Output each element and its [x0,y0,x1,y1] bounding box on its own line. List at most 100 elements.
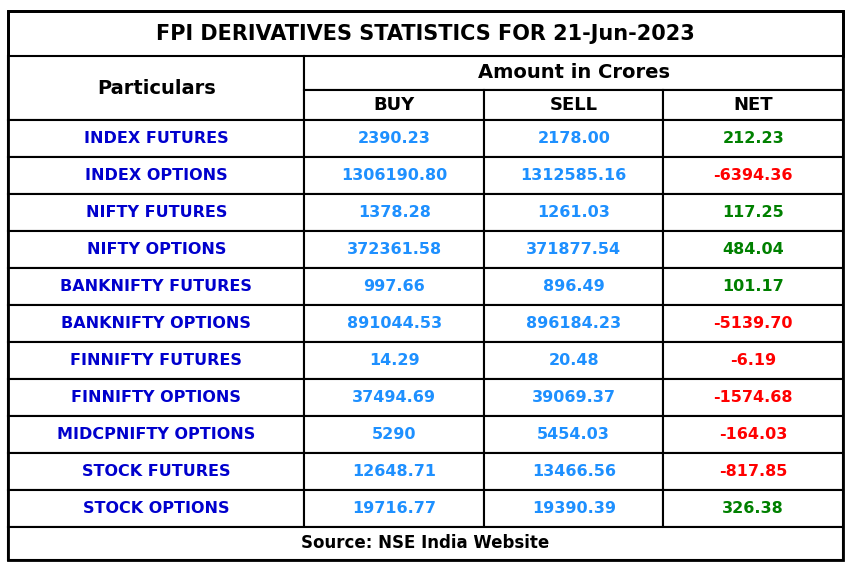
Text: 12648.71: 12648.71 [352,464,437,479]
Text: Amount in Crores: Amount in Crores [477,64,670,82]
Text: 326.38: 326.38 [722,501,784,516]
Bar [305,305,484,342]
Text: 19390.39: 19390.39 [532,501,616,516]
Text: 37494.69: 37494.69 [352,390,437,405]
Text: FPI DERIVATIVES STATISTICS FOR 21-Jun-2023: FPI DERIVATIVES STATISTICS FOR 21-Jun-20… [156,23,695,44]
Bar [305,56,843,90]
Bar [305,157,484,194]
Bar [8,416,305,453]
Bar [484,416,664,453]
Bar [8,527,843,560]
Bar [8,268,305,305]
Bar [8,11,843,56]
Bar [664,268,843,305]
Text: 19716.77: 19716.77 [352,501,437,516]
Bar [8,231,305,268]
Text: 1261.03: 1261.03 [537,205,610,220]
Text: BANKNIFTY OPTIONS: BANKNIFTY OPTIONS [61,316,251,331]
Bar [8,490,305,527]
Text: NIFTY OPTIONS: NIFTY OPTIONS [87,242,226,257]
Bar [484,90,664,120]
Bar [664,157,843,194]
Bar [305,342,484,379]
Bar [664,120,843,157]
Text: 484.04: 484.04 [722,242,784,257]
Text: Source: NSE India Website: Source: NSE India Website [301,534,550,553]
Bar [8,305,305,342]
Text: -164.03: -164.03 [719,427,787,442]
Bar [484,490,664,527]
Bar [305,90,484,120]
Bar [664,490,843,527]
Text: MIDCPNIFTY OPTIONS: MIDCPNIFTY OPTIONS [57,427,255,442]
Bar [8,379,305,416]
Bar [305,120,484,157]
Text: -1574.68: -1574.68 [713,390,793,405]
Bar [8,157,305,194]
Text: 5290: 5290 [372,427,416,442]
Bar [305,416,484,453]
Bar [484,231,664,268]
Bar [8,56,305,120]
Bar [305,379,484,416]
Text: 896184.23: 896184.23 [526,316,621,331]
Text: 1306190.80: 1306190.80 [341,168,448,183]
Text: 212.23: 212.23 [722,131,784,146]
Bar [664,453,843,490]
Bar [305,490,484,527]
Text: INDEX FUTURES: INDEX FUTURES [84,131,229,146]
Text: 5454.03: 5454.03 [537,427,610,442]
Bar [8,453,305,490]
Text: Particulars: Particulars [97,78,215,98]
Bar [664,90,843,120]
Text: -817.85: -817.85 [719,464,787,479]
Bar [305,268,484,305]
Bar [8,194,305,231]
Text: -6.19: -6.19 [730,353,776,368]
Bar [484,305,664,342]
Bar [664,231,843,268]
Bar [484,342,664,379]
Text: STOCK FUTURES: STOCK FUTURES [82,464,231,479]
Text: 13466.56: 13466.56 [532,464,616,479]
Bar [664,194,843,231]
Text: 1378.28: 1378.28 [357,205,431,220]
Bar [484,120,664,157]
Bar [664,416,843,453]
Text: 371877.54: 371877.54 [526,242,621,257]
Text: NIFTY FUTURES: NIFTY FUTURES [85,205,227,220]
Bar [484,157,664,194]
Text: 101.17: 101.17 [722,279,784,294]
Text: FINNIFTY FUTURES: FINNIFTY FUTURES [71,353,243,368]
Bar [484,453,664,490]
Text: 1312585.16: 1312585.16 [521,168,627,183]
Text: FINNIFTY OPTIONS: FINNIFTY OPTIONS [71,390,241,405]
Bar [664,305,843,342]
Text: INDEX OPTIONS: INDEX OPTIONS [85,168,227,183]
Text: 14.29: 14.29 [368,353,420,368]
Bar [484,268,664,305]
Bar [484,194,664,231]
Text: 39069.37: 39069.37 [532,390,616,405]
Text: BANKNIFTY FUTURES: BANKNIFTY FUTURES [60,279,252,294]
Text: -6394.36: -6394.36 [713,168,793,183]
Text: SELL: SELL [550,96,597,114]
Bar [8,342,305,379]
Text: 117.25: 117.25 [722,205,784,220]
Bar [8,120,305,157]
Text: BUY: BUY [374,96,414,114]
Bar [664,342,843,379]
Text: -5139.70: -5139.70 [713,316,793,331]
Text: 2178.00: 2178.00 [537,131,610,146]
Text: 20.48: 20.48 [548,353,599,368]
Text: 891044.53: 891044.53 [346,316,442,331]
Bar [664,379,843,416]
Bar [305,194,484,231]
Bar [305,231,484,268]
Text: STOCK OPTIONS: STOCK OPTIONS [83,501,230,516]
Text: NET: NET [734,96,773,114]
Text: 997.66: 997.66 [363,279,425,294]
Text: 372361.58: 372361.58 [346,242,442,257]
Text: 896.49: 896.49 [543,279,604,294]
Bar [305,453,484,490]
